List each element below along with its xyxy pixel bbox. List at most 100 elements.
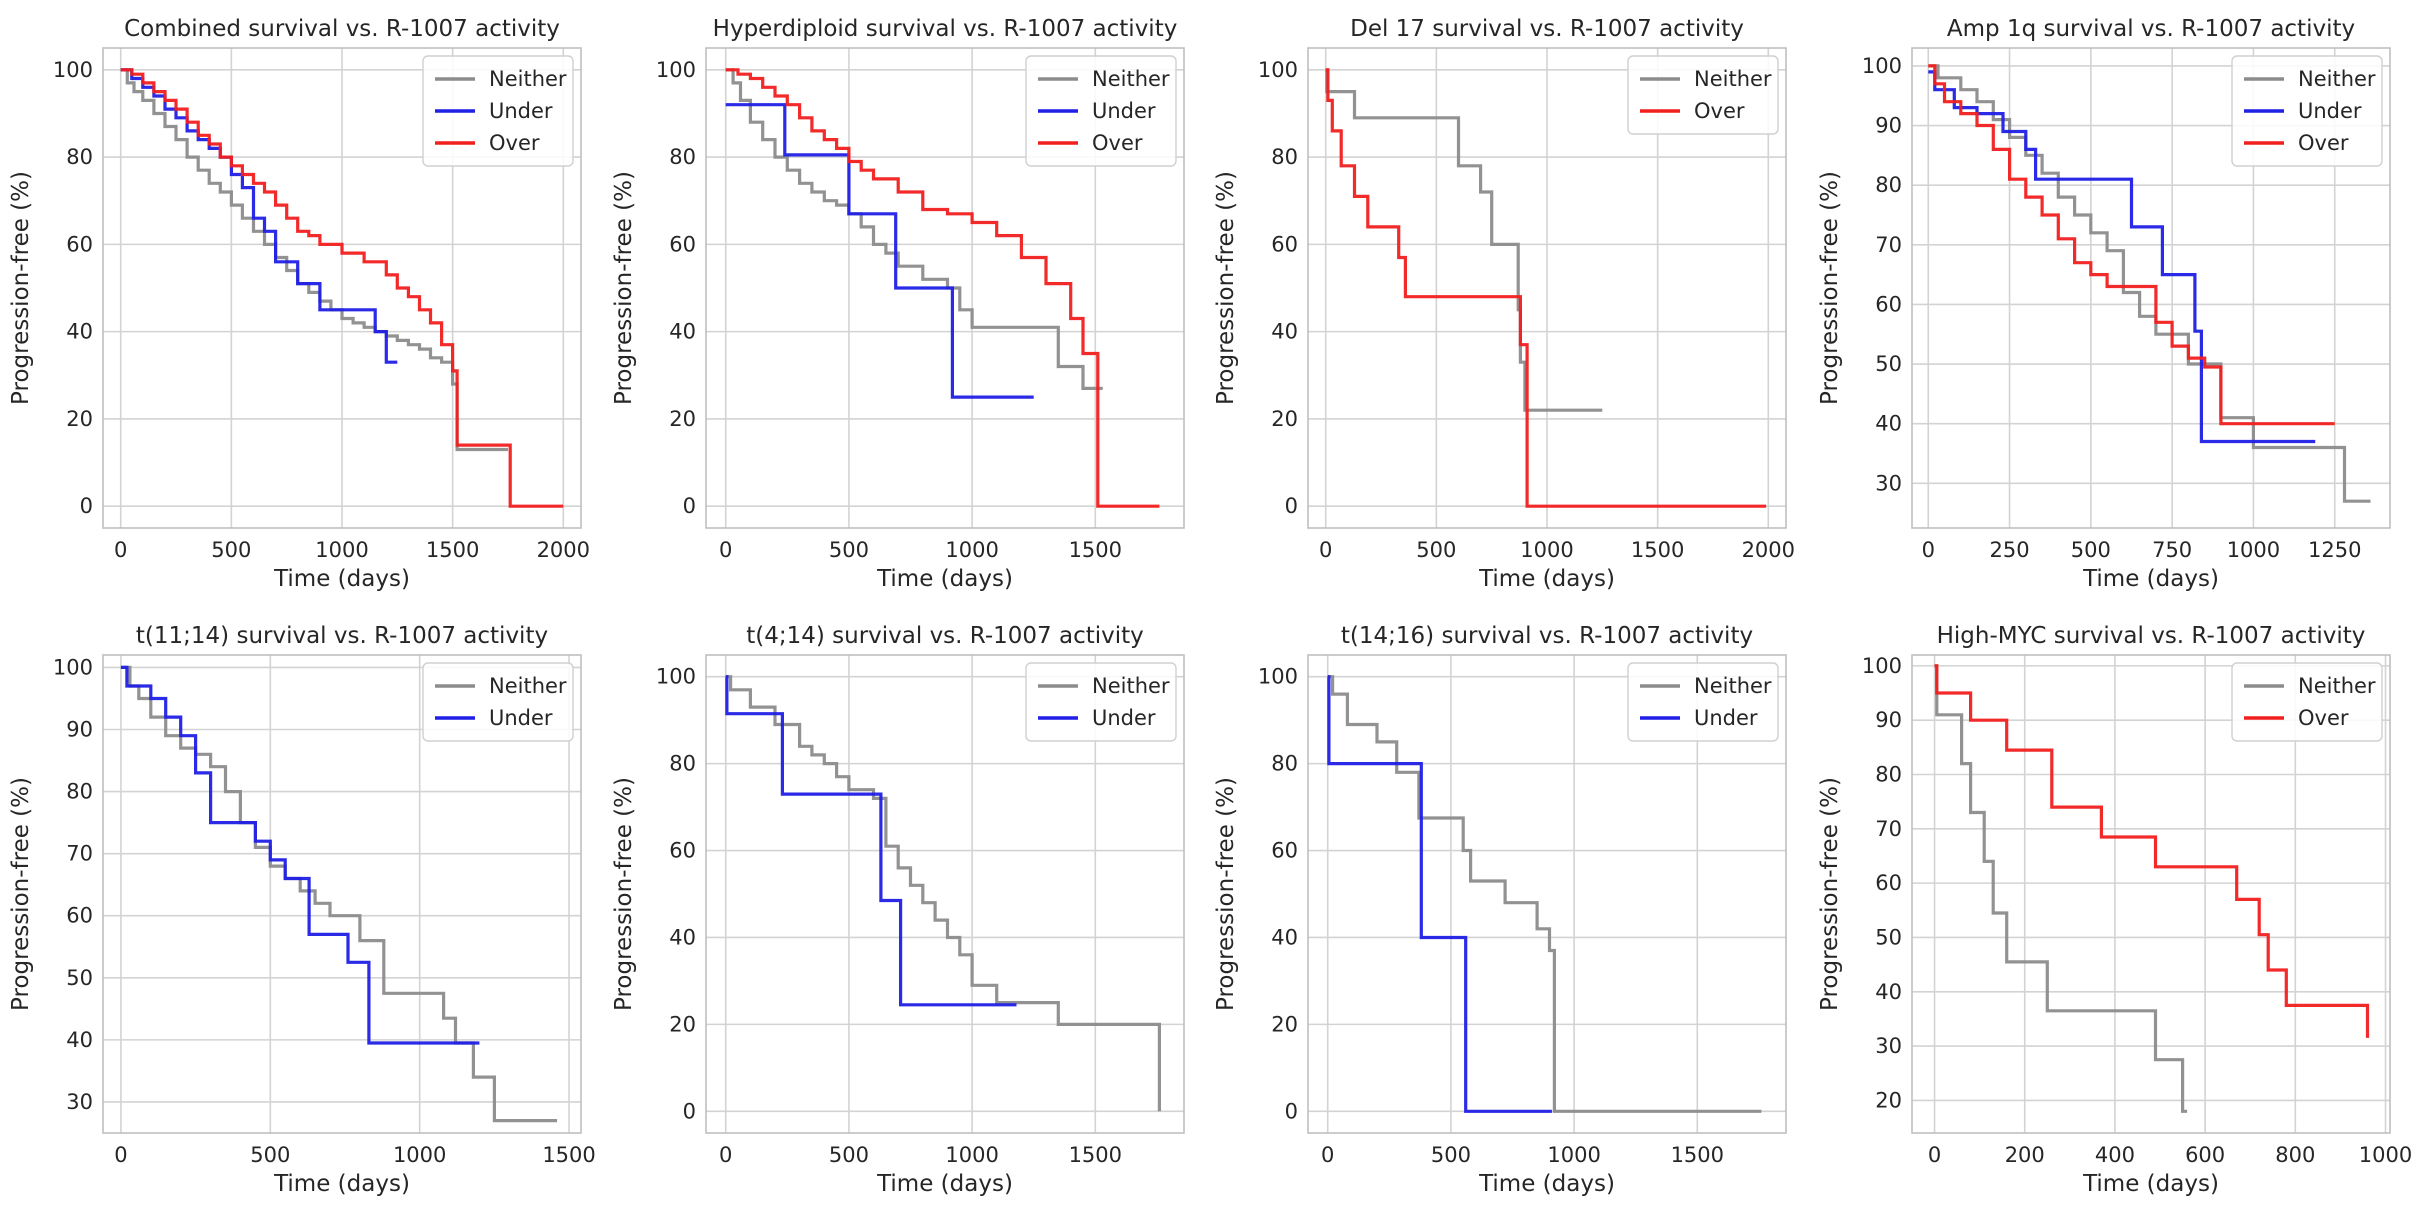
y-tick-label: 60 [669, 839, 696, 863]
y-tick-label: 60 [66, 904, 93, 928]
legend-box [1025, 55, 1177, 167]
x-tick-label: 0 [1321, 1143, 1334, 1167]
y-tick-label: 100 [656, 58, 696, 82]
panel-title: Amp 1q survival vs. R-1007 activity [1947, 16, 2355, 42]
y-tick-label: 0 [1285, 1099, 1298, 1123]
legend: Neither Under [1627, 662, 1779, 742]
series-line-neither [120, 68, 508, 452]
x-tick-label: 400 [2095, 1143, 2135, 1167]
y-axis-label: Progression-free (%) [8, 171, 34, 405]
x-tick-label: 1000 [945, 538, 998, 562]
series-line-under [1327, 675, 1552, 1113]
y-tick-label: 30 [66, 1090, 93, 1114]
legend-box [1025, 662, 1177, 742]
y-tick-label: 70 [1875, 817, 1902, 841]
legend-label: Neither [2298, 67, 2376, 91]
legend: Neither Over [2231, 662, 2383, 742]
x-tick-label: 0 [1928, 1143, 1941, 1167]
axes-frame [705, 47, 1185, 529]
y-tick-label: 40 [669, 925, 696, 949]
y-tick-label: 100 [656, 665, 696, 689]
panel-title: High-MYC survival vs. R-1007 activity [1937, 623, 2366, 649]
legend: Neither Under [422, 662, 574, 742]
panel-title: t(11;14) survival vs. R-1007 activity [136, 623, 548, 649]
y-tick-label: 40 [669, 320, 696, 344]
series-line-over [1934, 664, 2370, 1038]
axes-frame [1307, 47, 1787, 529]
y-tick-label: 60 [1875, 292, 1902, 316]
panel-6: 0 500 1000 1500 0 20 40 60 80 100 t(4;14) survival… [611, 623, 1185, 1197]
x-tick-label: 500 [1416, 538, 1456, 562]
y-tick-label: 100 [53, 655, 93, 679]
y-tick-label: 90 [1875, 708, 1902, 732]
y-tick-label: 20 [66, 407, 93, 431]
legend: Neither Under Over [1025, 55, 1177, 167]
axes-frame [102, 654, 582, 1134]
panel-1: 0 500 1000 1500 2000 0 20 40 60 80 100 Combined sur… [8, 16, 590, 592]
legend-label: Over [1694, 99, 1745, 123]
x-axis-label: Time (days) [2082, 1171, 2219, 1197]
axes-frame [1911, 654, 2391, 1134]
y-tick-label: 30 [1875, 1034, 1902, 1058]
x-tick-label: 500 [829, 1143, 869, 1167]
legend-label: Neither [1694, 674, 1772, 698]
x-tick-label: 1250 [2308, 538, 2361, 562]
y-axis-label: Progression-free (%) [1817, 777, 1843, 1011]
y-axis-label: Progression-free (%) [611, 171, 637, 405]
legend: Neither Under [1025, 662, 1177, 742]
x-tick-label: 1000 [1547, 1143, 1600, 1167]
x-tick-label: 600 [2185, 1143, 2225, 1167]
x-axis-label: Time (days) [1478, 1171, 1615, 1197]
legend-label: Neither [1694, 67, 1772, 91]
y-axis-label: Progression-free (%) [611, 777, 637, 1011]
y-tick-label: 40 [1271, 320, 1298, 344]
x-axis-label: Time (days) [876, 566, 1013, 592]
x-axis-label: Time (days) [876, 1171, 1013, 1197]
y-tick-label: 80 [669, 752, 696, 776]
legend-box [2231, 662, 2383, 742]
x-tick-label: 1500 [1069, 538, 1122, 562]
x-axis-label: Time (days) [273, 1171, 410, 1197]
y-tick-label: 50 [1875, 352, 1902, 376]
x-tick-label: 1000 [315, 538, 368, 562]
x-tick-label: 1500 [1631, 538, 1684, 562]
y-tick-label: 60 [1271, 232, 1298, 256]
x-tick-label: 500 [2071, 538, 2111, 562]
legend: Neither Under Over [422, 55, 574, 167]
legend-label: Under [2298, 99, 2362, 123]
y-tick-label: 40 [66, 1028, 93, 1052]
legend-label: Under [489, 706, 553, 730]
y-tick-label: 100 [53, 58, 93, 82]
y-tick-label: 100 [1862, 54, 1902, 78]
y-tick-label: 80 [669, 145, 696, 169]
y-tick-label: 80 [1271, 752, 1298, 776]
x-tick-label: 2000 [537, 538, 590, 562]
panel-title: Del 17 survival vs. R-1007 activity [1350, 16, 1744, 42]
series-line-over [120, 68, 564, 508]
x-tick-label: 1500 [426, 538, 479, 562]
y-tick-label: 20 [1271, 1012, 1298, 1036]
x-tick-label: 200 [2005, 1143, 2045, 1167]
y-tick-label: 90 [66, 717, 93, 741]
y-tick-label: 100 [1862, 654, 1902, 678]
y-tick-label: 30 [1875, 471, 1902, 495]
y-tick-label: 90 [1875, 114, 1902, 138]
panel-title: Combined survival vs. R-1007 activity [124, 16, 560, 42]
x-tick-label: 1000 [2359, 1143, 2412, 1167]
y-tick-label: 60 [1875, 871, 1902, 895]
x-tick-label: 500 [1431, 1143, 1471, 1167]
legend: Neither Over [1627, 55, 1779, 135]
series-line-over [725, 68, 1160, 508]
legend-label: Under [1092, 706, 1156, 730]
series-line-neither [1928, 64, 2371, 503]
x-axis-label: Time (days) [1478, 566, 1615, 592]
y-tick-label: 70 [1875, 233, 1902, 257]
panel-8: 0 200 400 600 800 1000 20 30 40 50 60 70 80 90 100 High… [1817, 623, 2412, 1197]
x-tick-label: 2000 [1742, 538, 1795, 562]
x-tick-label: 1500 [1671, 1143, 1724, 1167]
series-line-neither [1325, 68, 1603, 412]
x-tick-label: 1500 [542, 1143, 595, 1167]
y-tick-label: 60 [669, 232, 696, 256]
panel-title: t(14;16) survival vs. R-1007 activity [1341, 623, 1753, 649]
